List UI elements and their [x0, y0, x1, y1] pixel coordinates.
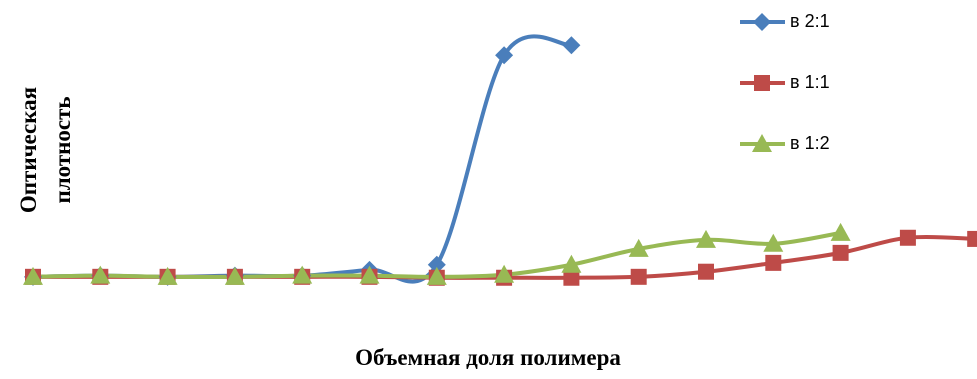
marker — [427, 255, 446, 274]
marker — [830, 222, 851, 241]
y-axis-label: Оптическая — [16, 87, 41, 213]
marker — [765, 254, 782, 271]
x-axis-label: Объемная доля полимера — [355, 345, 621, 370]
marker — [630, 268, 647, 285]
marker — [426, 266, 447, 285]
marker — [359, 265, 380, 284]
marker — [763, 233, 784, 252]
marker — [832, 244, 849, 261]
marker — [563, 269, 580, 286]
marker — [698, 263, 714, 280]
marker — [696, 229, 716, 248]
marker — [157, 266, 178, 285]
marker — [752, 134, 772, 152]
y-axis-label: плотность — [50, 96, 75, 203]
marker — [628, 238, 649, 257]
legend-label: в 2:1 — [790, 11, 830, 31]
marker — [90, 265, 111, 284]
marker — [495, 46, 514, 65]
marker — [224, 266, 245, 285]
legend-label: в 1:2 — [790, 133, 830, 153]
marker — [292, 265, 313, 284]
marker — [494, 264, 515, 283]
marker — [562, 36, 581, 55]
marker — [967, 230, 977, 247]
legend-label: в 1:1 — [790, 72, 830, 92]
marker — [23, 266, 43, 285]
marker — [561, 254, 582, 273]
marker — [753, 13, 771, 31]
marker — [754, 75, 770, 91]
marker — [899, 229, 916, 246]
series-line — [32, 34, 572, 284]
